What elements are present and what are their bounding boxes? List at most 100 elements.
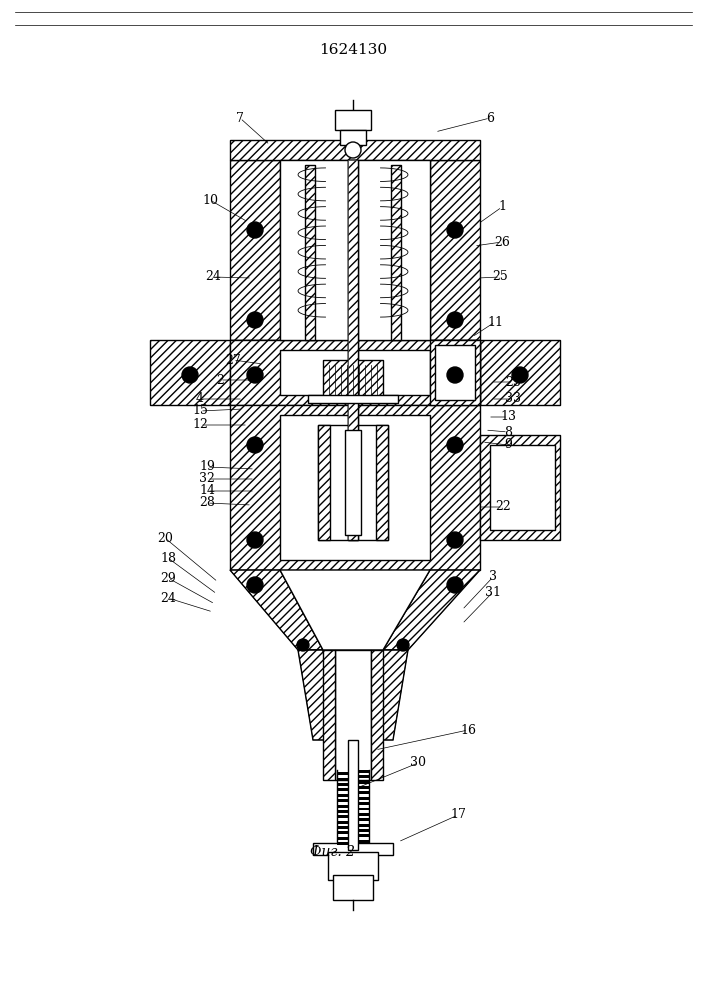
Bar xyxy=(230,405,480,570)
Bar xyxy=(230,160,280,340)
Bar xyxy=(323,650,335,780)
Bar xyxy=(376,425,388,540)
Circle shape xyxy=(447,532,463,548)
Bar xyxy=(230,340,480,355)
Text: 23: 23 xyxy=(505,375,521,388)
Text: 18: 18 xyxy=(160,552,176,564)
Bar xyxy=(348,160,358,540)
Bar xyxy=(340,130,366,145)
Circle shape xyxy=(447,222,463,238)
Bar xyxy=(280,350,430,395)
Text: 9: 9 xyxy=(504,438,512,452)
Bar xyxy=(230,340,480,355)
Bar xyxy=(150,340,230,405)
Bar xyxy=(353,781,369,784)
Circle shape xyxy=(247,367,263,383)
Bar xyxy=(480,435,560,540)
Text: 1: 1 xyxy=(498,200,506,214)
Polygon shape xyxy=(371,650,408,740)
Bar xyxy=(328,852,378,880)
Bar xyxy=(337,831,353,834)
Bar xyxy=(480,340,560,405)
Bar xyxy=(353,775,369,778)
Bar xyxy=(305,165,315,340)
Bar xyxy=(318,425,388,540)
Bar xyxy=(150,340,230,405)
Bar xyxy=(430,160,480,340)
Circle shape xyxy=(345,142,361,158)
Bar xyxy=(323,360,353,400)
Text: 15: 15 xyxy=(192,404,208,418)
Text: 7: 7 xyxy=(236,111,244,124)
Text: 8: 8 xyxy=(504,426,512,438)
Circle shape xyxy=(247,577,263,593)
Polygon shape xyxy=(230,570,323,650)
Circle shape xyxy=(447,577,463,593)
Circle shape xyxy=(247,312,263,328)
Circle shape xyxy=(397,639,409,651)
Bar xyxy=(353,829,369,832)
Bar xyxy=(376,425,388,540)
Bar xyxy=(305,165,315,340)
Bar xyxy=(337,805,353,808)
Bar xyxy=(371,650,383,780)
Bar xyxy=(480,340,560,405)
Bar xyxy=(353,791,369,794)
Text: 22: 22 xyxy=(495,500,511,514)
Bar xyxy=(337,788,353,791)
Text: 24: 24 xyxy=(205,270,221,284)
Bar xyxy=(337,826,353,829)
Bar xyxy=(308,395,398,403)
Circle shape xyxy=(447,367,463,383)
Bar xyxy=(230,160,280,340)
Text: 26: 26 xyxy=(494,235,510,248)
Text: 31: 31 xyxy=(485,585,501,598)
Circle shape xyxy=(247,222,263,238)
Bar xyxy=(353,360,383,400)
Bar xyxy=(391,165,401,340)
Text: 4: 4 xyxy=(196,392,204,406)
Bar xyxy=(435,345,475,400)
Polygon shape xyxy=(298,650,335,740)
Polygon shape xyxy=(383,570,480,650)
Bar xyxy=(337,772,353,775)
Text: 28: 28 xyxy=(199,496,215,510)
Bar xyxy=(337,783,353,786)
Bar xyxy=(353,802,369,805)
Text: 27: 27 xyxy=(225,354,241,366)
Bar xyxy=(230,340,480,405)
Bar xyxy=(430,340,480,405)
Bar xyxy=(353,786,369,789)
Bar xyxy=(430,340,480,405)
Bar xyxy=(337,837,353,840)
Circle shape xyxy=(512,367,528,383)
Bar xyxy=(230,140,480,160)
Circle shape xyxy=(247,532,263,548)
Bar xyxy=(335,110,371,130)
Text: 6: 6 xyxy=(486,111,494,124)
Bar xyxy=(353,824,369,827)
Bar xyxy=(353,813,369,816)
Bar xyxy=(353,840,369,843)
Bar xyxy=(230,405,480,570)
Bar xyxy=(230,140,480,160)
Text: 17: 17 xyxy=(450,808,466,822)
Bar xyxy=(353,360,383,400)
Bar xyxy=(353,770,369,773)
Bar xyxy=(391,165,401,340)
Bar xyxy=(337,821,353,824)
Bar xyxy=(430,160,480,340)
Bar xyxy=(337,815,353,818)
Bar xyxy=(280,415,430,560)
Bar xyxy=(337,842,353,845)
Bar xyxy=(323,650,335,780)
Text: 16: 16 xyxy=(460,724,476,736)
Text: 2: 2 xyxy=(216,373,224,386)
Bar xyxy=(337,794,353,797)
Bar xyxy=(335,650,371,780)
Text: 29: 29 xyxy=(160,572,176,584)
Text: 19: 19 xyxy=(199,460,215,474)
Bar xyxy=(318,425,330,540)
Bar xyxy=(348,160,358,540)
Text: 14: 14 xyxy=(199,485,215,497)
